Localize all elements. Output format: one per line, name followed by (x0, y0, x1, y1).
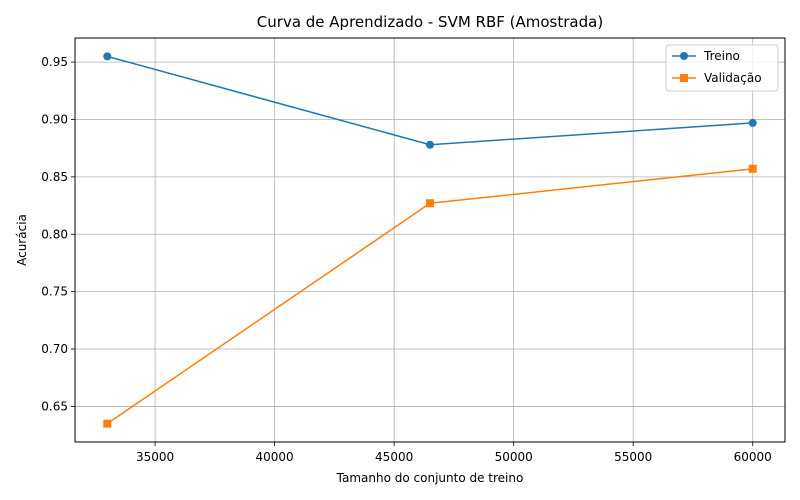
x-axis-label: Tamanho do conjunto de treino (336, 471, 524, 485)
x-tick-label: 60000 (734, 450, 772, 464)
series-treino (103, 52, 757, 149)
y-tick-label: 0.70 (41, 342, 68, 356)
series-line (107, 55, 753, 146)
y-tick-label: 0.65 (41, 399, 68, 413)
y-tick-label: 0.85 (41, 170, 68, 184)
x-tick-label: 35000 (136, 450, 174, 464)
x-tick-label: 45000 (375, 450, 413, 464)
legend-label: Treino (703, 49, 740, 63)
legend-marker (680, 74, 688, 82)
series-group (103, 52, 757, 428)
x-axis-ticks: 35000 40000 45000 50000 55000 60000 (136, 442, 772, 464)
data-point (748, 118, 757, 127)
series-validacao (103, 164, 757, 428)
data-point (103, 52, 112, 61)
data-point (426, 140, 434, 149)
y-tick-label: 0.90 (41, 112, 68, 126)
x-tick-label: 40000 (256, 450, 294, 464)
y-tick-label: 0.75 (41, 285, 68, 299)
data-point (426, 199, 434, 208)
x-tick-label: 50000 (495, 450, 533, 464)
chart-title: Curva de Aprendizado - SVM RBF (Amostrad… (257, 13, 603, 31)
legend: Treino Validação (665, 44, 779, 92)
y-axis-label: Acurácia (15, 214, 29, 266)
legend-marker (680, 52, 688, 60)
y-tick-label: 0.80 (41, 227, 68, 241)
x-tick-label: 55000 (614, 450, 652, 464)
y-axis-ticks: 0.65 0.70 0.75 0.80 0.85 0.90 0.95 (41, 55, 75, 413)
legend-item: Treino (672, 49, 740, 63)
data-point (103, 419, 112, 428)
data-point (748, 164, 757, 173)
legend-label: Validação (704, 71, 762, 85)
y-tick-label: 0.95 (41, 55, 68, 69)
plot-frame (74, 37, 786, 443)
grid (75, 38, 785, 442)
legend-item: Validação (672, 71, 762, 85)
